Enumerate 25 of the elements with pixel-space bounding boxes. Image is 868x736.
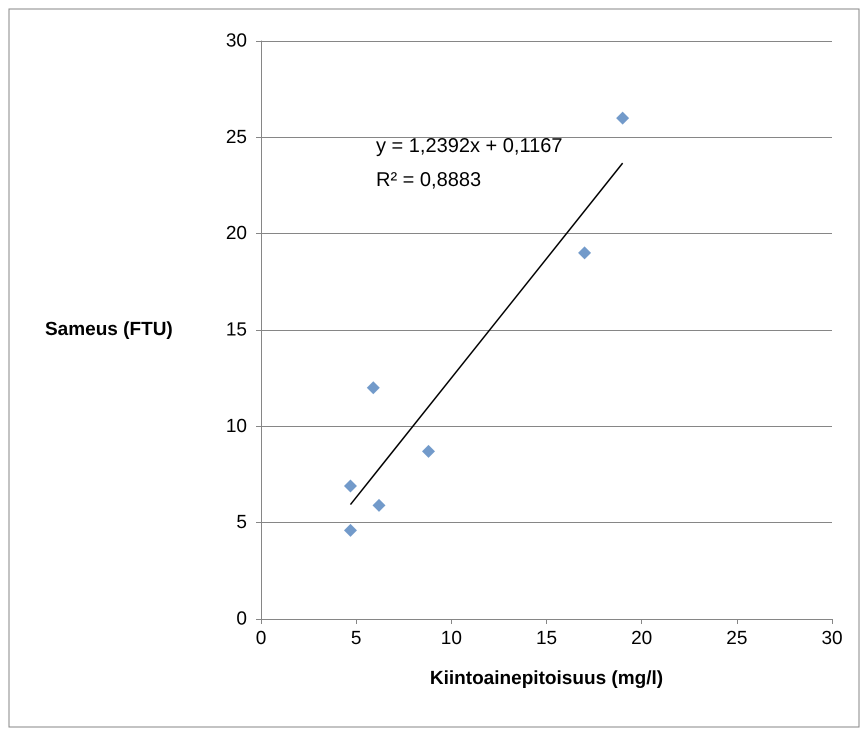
y-axis-title: Sameus (FTU) [45, 319, 173, 340]
x-tick-label: 15 [536, 628, 558, 649]
point [616, 112, 630, 125]
x-tick-label: 20 [631, 628, 652, 649]
annotation: R² = 0,8883 [376, 169, 482, 191]
y-tick-label: 25 [226, 126, 247, 148]
x-tick-label: 25 [726, 628, 748, 649]
point [372, 498, 386, 512]
point [366, 381, 380, 394]
annotation: y = 1,2392x + 0,1167 [376, 135, 562, 157]
point [344, 524, 357, 537]
x-axis-title: Kiintoainepitoisuus (mg/l) [430, 668, 664, 689]
point [422, 444, 435, 458]
point [578, 246, 592, 260]
x-tick-label: 0 [256, 628, 266, 649]
y-tick-label: 0 [236, 608, 247, 630]
y-tick-label: 10 [226, 416, 247, 437]
y-tick-label: 15 [226, 320, 247, 340]
y-tick-label: 20 [226, 223, 247, 244]
y-tick-label: 5 [236, 512, 247, 534]
x-tick-label: 10 [440, 628, 462, 649]
x-tick-label: 5 [350, 628, 362, 649]
x-tick-label: 30 [821, 628, 843, 649]
y-tick-label: 30 [226, 30, 247, 52]
point [344, 480, 357, 493]
